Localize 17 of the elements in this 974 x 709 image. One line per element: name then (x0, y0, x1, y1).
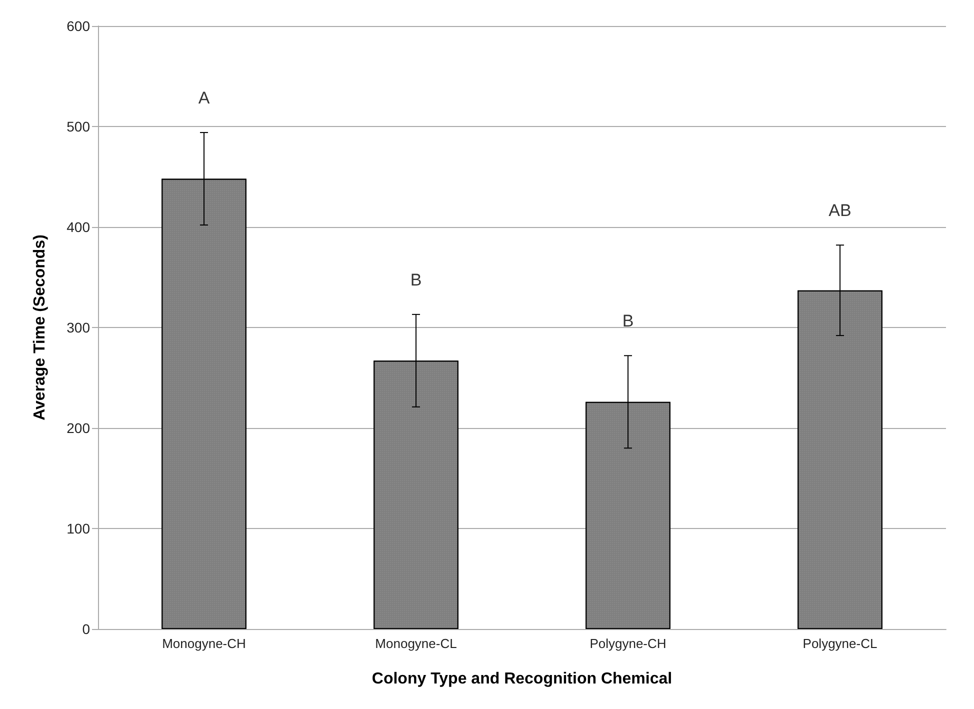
annotation: B (410, 270, 422, 290)
annotation: B (622, 312, 634, 331)
annotation: A (198, 88, 210, 108)
y-tick-label: 0 (82, 621, 90, 637)
x-tick-label: Polygyne-CH (590, 636, 666, 651)
y-tick-label: 400 (66, 219, 90, 235)
x-axis-title: Colony Type and Recognition Chemical (372, 670, 672, 688)
y-tick-label: 300 (66, 320, 90, 336)
y-tick-label: 200 (66, 420, 90, 436)
x-tick-label: Monogyne-CH (162, 636, 246, 651)
y-tick-label: 600 (66, 18, 90, 34)
y-tick-label: 100 (66, 520, 90, 536)
x-tick-label: Monogyne-CL (375, 636, 457, 651)
y-tick-label: 500 (66, 118, 90, 134)
annotation: AB (828, 201, 852, 220)
y-axis-title: Average Time (Seconds) (32, 234, 48, 420)
x-tick-label: Polygyne-CL (802, 636, 878, 651)
